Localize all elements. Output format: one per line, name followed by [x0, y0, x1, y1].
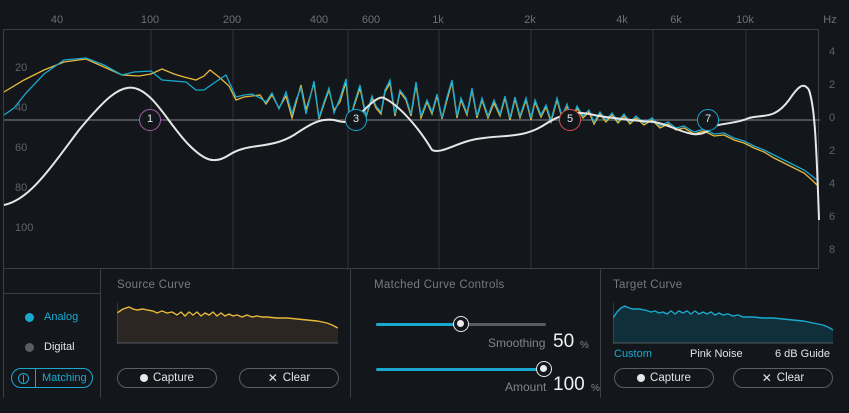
db-right-4: 4 [828, 46, 836, 58]
target-capture-button[interactable]: Capture [614, 368, 714, 388]
eq-spectrum-graph[interactable]: 20 40 60 80 100 4 2 0 2 4 6 8 1 3 5 7 [3, 29, 835, 270]
matched-curve-title: Matched Curve Controls [374, 279, 505, 291]
freq-tick-400: 400 [309, 14, 329, 26]
db-left-100: 100 [15, 222, 34, 234]
divider [350, 268, 351, 398]
radio-unselected-icon [25, 342, 34, 352]
slider-fill [376, 323, 461, 326]
frequency-axis: 40 100 200 400 600 1k 2k 4k 6k 10k Hz [0, 0, 849, 29]
divider [600, 268, 601, 398]
db-right-neg8: 8 [828, 244, 836, 256]
smoothing-unit: % [580, 340, 589, 351]
mode-digital-radio[interactable]: Digital [25, 341, 75, 353]
target-option-6db-guide[interactable]: 6 dB Guide [775, 348, 831, 360]
smoothing-label: Smoothing [488, 336, 546, 350]
slider-thumb[interactable] [453, 316, 469, 332]
close-icon: ✕ [267, 371, 278, 385]
db-right-0: 0 [828, 112, 836, 124]
freq-tick-4k: 4k [616, 14, 628, 26]
freq-tick-200: 200 [222, 14, 242, 26]
smoothing-value: 50 [553, 331, 575, 352]
source-curve-thumbnail [117, 303, 338, 344]
target-option-custom[interactable]: Custom [614, 348, 652, 360]
freq-tick-100: 100 [140, 14, 160, 26]
source-curve-title: Source Curve [117, 279, 191, 291]
freq-tick-40: 40 [50, 14, 64, 26]
slider-fill [376, 368, 544, 371]
amount-slider[interactable] [376, 361, 552, 377]
eq-node-1[interactable]: 1 [139, 109, 161, 131]
freq-unit: Hz [823, 14, 837, 26]
db-left-40: 40 [15, 102, 28, 114]
db-right-neg2: 2 [828, 145, 836, 157]
target-clear-button[interactable]: ✕ Clear [733, 368, 833, 388]
radio-selected-icon [25, 312, 34, 322]
source-capture-button[interactable]: Capture [117, 368, 217, 388]
freq-tick-2k: 2k [524, 14, 536, 26]
target-curve-title: Target Curve [613, 279, 683, 291]
close-icon: ✕ [761, 371, 772, 385]
power-icon: | [12, 369, 36, 387]
eq-node-5[interactable]: 5 [559, 109, 581, 131]
record-icon [637, 374, 646, 382]
freq-tick-6k: 6k [670, 14, 682, 26]
db-right-2: 2 [828, 79, 836, 91]
db-right-neg4: 4 [828, 178, 836, 190]
matching-toggle-button[interactable]: | Matching [11, 368, 93, 388]
db-left-60: 60 [15, 142, 28, 154]
freq-tick-1k: 1k [432, 14, 444, 26]
db-left-20: 20 [15, 62, 28, 74]
db-left-80: 80 [15, 182, 28, 194]
amount-value: 100 [553, 374, 585, 395]
eq-node-7[interactable]: 7 [697, 109, 719, 131]
smoothing-slider[interactable] [376, 316, 546, 332]
divider [3, 268, 4, 398]
mode-digital-label: Digital [44, 341, 75, 353]
target-curve-thumbnail [613, 303, 833, 344]
freq-tick-10k: 10k [736, 14, 754, 26]
mode-analog-label: Analog [44, 311, 79, 323]
target-option-pink-noise[interactable]: Pink Noise [690, 348, 743, 360]
eq-node-3[interactable]: 3 [345, 109, 367, 131]
divider [3, 293, 100, 294]
amount-label: Amount [505, 380, 547, 394]
record-icon [140, 374, 149, 382]
mode-analog-radio[interactable]: Analog [25, 311, 78, 323]
spectrum-plot [4, 30, 820, 270]
slider-thumb[interactable] [536, 361, 552, 377]
divider [3, 268, 819, 269]
divider [100, 268, 101, 398]
amount-unit: % [591, 383, 600, 394]
source-clear-button[interactable]: ✕ Clear [239, 368, 339, 388]
db-right-neg6: 6 [828, 211, 836, 223]
matching-label: Matching [42, 372, 87, 384]
freq-tick-600: 600 [361, 14, 381, 26]
